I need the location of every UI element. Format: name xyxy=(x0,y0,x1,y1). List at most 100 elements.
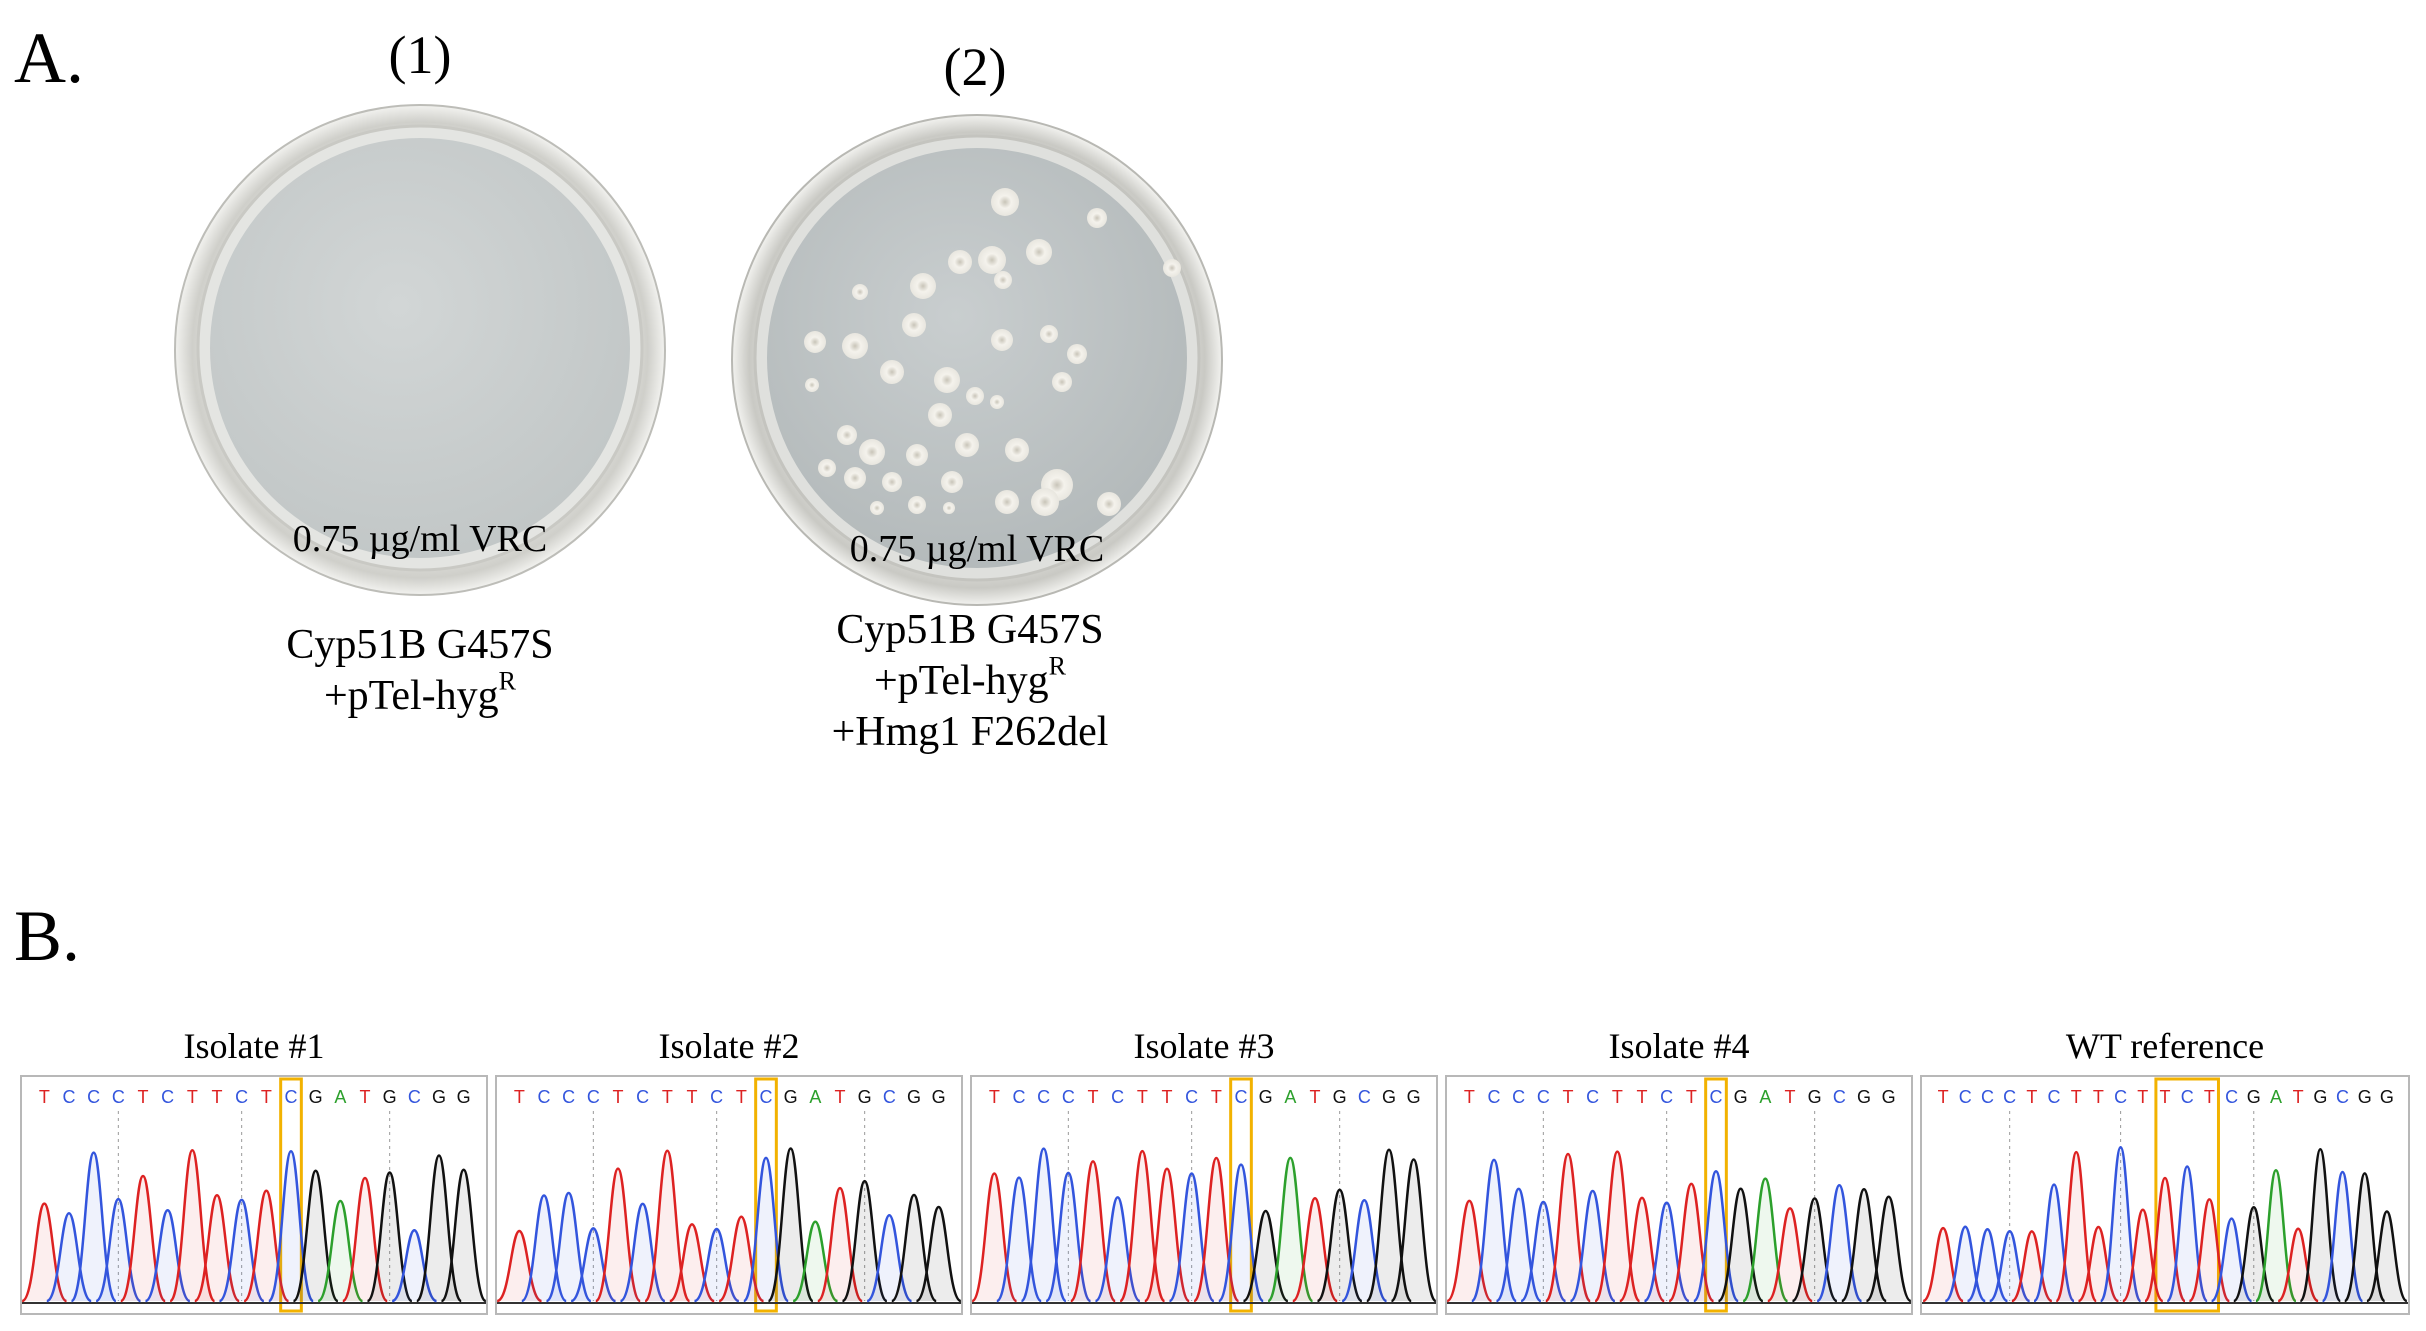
plate-2-caption: Cyp51B G457S +pTel-hygR +Hmg1 F262del xyxy=(750,605,1190,759)
base-call-G: G xyxy=(1333,1087,1347,1107)
base-call-C: C xyxy=(2181,1087,2194,1107)
base-call-T: T xyxy=(1612,1087,1623,1107)
panel-a-letter: A. xyxy=(14,18,84,98)
chromatogram-5-title: WT reference xyxy=(2065,1026,2265,1066)
base-call-G: G xyxy=(309,1087,323,1107)
superscript: R xyxy=(498,666,517,696)
base-call-G: G xyxy=(858,1087,872,1107)
base-call-A: A xyxy=(1284,1087,1296,1107)
base-call-C: C xyxy=(1185,1087,1198,1107)
base-call-C: C xyxy=(63,1087,76,1107)
base-call-A: A xyxy=(334,1087,346,1107)
peak-G xyxy=(915,1205,961,1303)
base-call-C: C xyxy=(562,1087,575,1107)
base-call-C: C xyxy=(2114,1087,2127,1107)
highlight-box xyxy=(2154,1077,2220,1313)
base-call-T: T xyxy=(187,1087,198,1107)
base-call-G: G xyxy=(1259,1087,1273,1107)
base-call-T: T xyxy=(212,1087,223,1107)
base-call-C: C xyxy=(1512,1087,1525,1107)
base-call-C: C xyxy=(408,1087,421,1107)
base-call-C: C xyxy=(2225,1087,2238,1107)
base-call-C: C xyxy=(1358,1087,1371,1107)
base-call-C: C xyxy=(636,1087,649,1107)
base-call-T: T xyxy=(2293,1087,2304,1107)
base-call-G: G xyxy=(784,1087,798,1107)
base-call-G: G xyxy=(1808,1087,1822,1107)
base-call-T: T xyxy=(2093,1087,2104,1107)
peak-G xyxy=(440,1168,486,1303)
plate-2-label: (2) xyxy=(943,37,1007,97)
base-call-G: G xyxy=(932,1087,946,1107)
base-call-C: C xyxy=(1235,1087,1248,1107)
plate-1-medium-label: 0.75 µg/ml VRC xyxy=(292,518,548,560)
base-call-T: T xyxy=(1785,1087,1796,1107)
peak-C xyxy=(570,1227,617,1303)
base-call-T: T xyxy=(2160,1087,2171,1107)
base-call-C: C xyxy=(587,1087,600,1107)
base-call-T: T xyxy=(1088,1087,1099,1107)
fungal-colonies xyxy=(804,188,1181,516)
base-call-G: G xyxy=(907,1087,921,1107)
base-call-T: T xyxy=(1310,1087,1321,1107)
base-call-C: C xyxy=(1111,1087,1124,1107)
base-call-T: T xyxy=(2071,1087,2082,1107)
plate-1-dish xyxy=(174,104,666,596)
peak-G xyxy=(1865,1195,1911,1303)
base-call-A: A xyxy=(809,1087,821,1107)
chromatogram-4-title: Isolate #4 xyxy=(1608,1026,1750,1066)
base-call-G: G xyxy=(1382,1087,1396,1107)
base-call-G: G xyxy=(2247,1087,2261,1107)
base-call-A: A xyxy=(1759,1087,1771,1107)
peak-T xyxy=(2077,1225,2120,1303)
panel-b-letter: B. xyxy=(14,896,81,976)
highlight-box xyxy=(279,1077,303,1313)
base-call-C: C xyxy=(538,1087,551,1107)
base-call-G: G xyxy=(1857,1087,1871,1107)
base-call-C: C xyxy=(883,1087,896,1107)
base-call-A: A xyxy=(2270,1087,2282,1107)
base-call-T: T xyxy=(360,1087,371,1107)
base-call-G: G xyxy=(1882,1087,1896,1107)
plate-2-caption-line-1: Cyp51B G457S xyxy=(836,607,1104,653)
base-call-C: C xyxy=(1062,1087,1075,1107)
base-call-C: C xyxy=(2336,1087,2349,1107)
peak-G xyxy=(1390,1158,1436,1303)
base-call-C: C xyxy=(1660,1087,1673,1107)
base-call-C: C xyxy=(710,1087,723,1107)
base-call-T: T xyxy=(613,1087,624,1107)
peak-G xyxy=(2366,1210,2408,1303)
base-call-T: T xyxy=(1464,1087,1475,1107)
base-call-T: T xyxy=(138,1087,149,1107)
base-call-C: C xyxy=(1833,1087,1846,1107)
peak-T xyxy=(718,1215,765,1303)
base-call-T: T xyxy=(39,1087,50,1107)
base-call-C: C xyxy=(760,1087,773,1107)
base-call-T: T xyxy=(1137,1087,1148,1107)
base-call-T: T xyxy=(736,1087,747,1107)
base-call-C: C xyxy=(235,1087,248,1107)
base-call-C: C xyxy=(2048,1087,2061,1107)
base-call-C: C xyxy=(1488,1087,1501,1107)
base-call-G: G xyxy=(2358,1087,2372,1107)
base-call-C: C xyxy=(2003,1087,2016,1107)
base-call-T: T xyxy=(2026,1087,2037,1107)
peak-T xyxy=(2277,1227,2319,1303)
plate-2-medium-label: 0.75 µg/ml VRC xyxy=(849,528,1105,570)
plate-2-caption-line-2: +pTel-hygR xyxy=(873,651,1067,705)
base-call-C: C xyxy=(112,1087,125,1107)
base-call-C: C xyxy=(1959,1087,1972,1107)
base-call-T: T xyxy=(687,1087,698,1107)
base-call-C: C xyxy=(87,1087,100,1107)
base-call-T: T xyxy=(2204,1087,2215,1107)
plate-1-caption-line-2: +pTel-hygR xyxy=(323,666,517,720)
plate-2-caption-line-3: +Hmg1 F262del xyxy=(831,709,1109,756)
base-call-T: T xyxy=(989,1087,1000,1107)
base-call-G: G xyxy=(383,1087,397,1107)
plate-1-label: (1) xyxy=(388,25,452,85)
